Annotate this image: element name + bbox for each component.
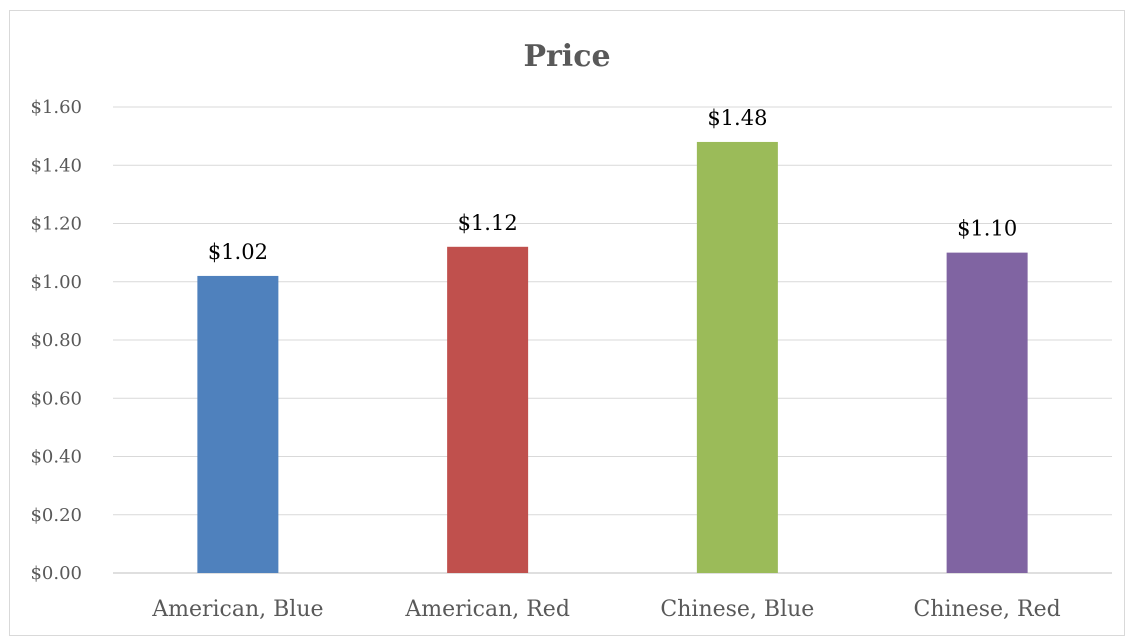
x-tick-label: Chinese, Blue: [660, 597, 814, 622]
chart-title: Price: [523, 39, 610, 74]
y-tick-label: $0.00: [30, 563, 82, 584]
data-label: $1.10: [957, 217, 1017, 241]
bar: [696, 141, 778, 573]
chart-frame: Price $0.00 $0.20 $0.40 $0.60 $0.80 $1.00 $1.2…: [9, 10, 1125, 636]
x-tick-label: Chinese, Red: [914, 597, 1061, 622]
y-tick-label: $1.00: [30, 272, 82, 293]
bar-chart: Price $0.00 $0.20 $0.40 $0.60 $0.80 $1.00 $1.2…: [30, 39, 1112, 622]
y-tick-label: $0.20: [30, 505, 82, 526]
bars: [197, 141, 1028, 574]
data-label: $1.02: [208, 240, 268, 264]
bar: [447, 246, 529, 574]
y-tick-label: $0.60: [30, 388, 82, 409]
data-label: $1.12: [458, 211, 518, 235]
x-tick-label: American, Red: [404, 597, 570, 622]
x-tick-label: American, Blue: [151, 597, 323, 622]
y-tick-label: $1.20: [30, 214, 82, 235]
data-labels: $1.02 $1.12 $1.48 $1.10: [208, 106, 1017, 264]
y-tick-label: $0.40: [30, 447, 82, 468]
bar: [197, 275, 279, 573]
y-tick-label: $1.40: [30, 155, 82, 176]
gridlines: [113, 106, 1112, 574]
y-tick-label: $0.80: [30, 330, 82, 351]
data-label: $1.48: [707, 106, 767, 130]
x-axis-category-labels: American, Blue American, Red Chinese, Blue…: [151, 597, 1061, 622]
y-axis-tick-labels: $0.00 $0.20 $0.40 $0.60 $0.80 $1.00 $1.20 $1.40…: [30, 97, 82, 584]
y-tick-label: $1.60: [30, 97, 82, 118]
bar: [946, 252, 1028, 573]
